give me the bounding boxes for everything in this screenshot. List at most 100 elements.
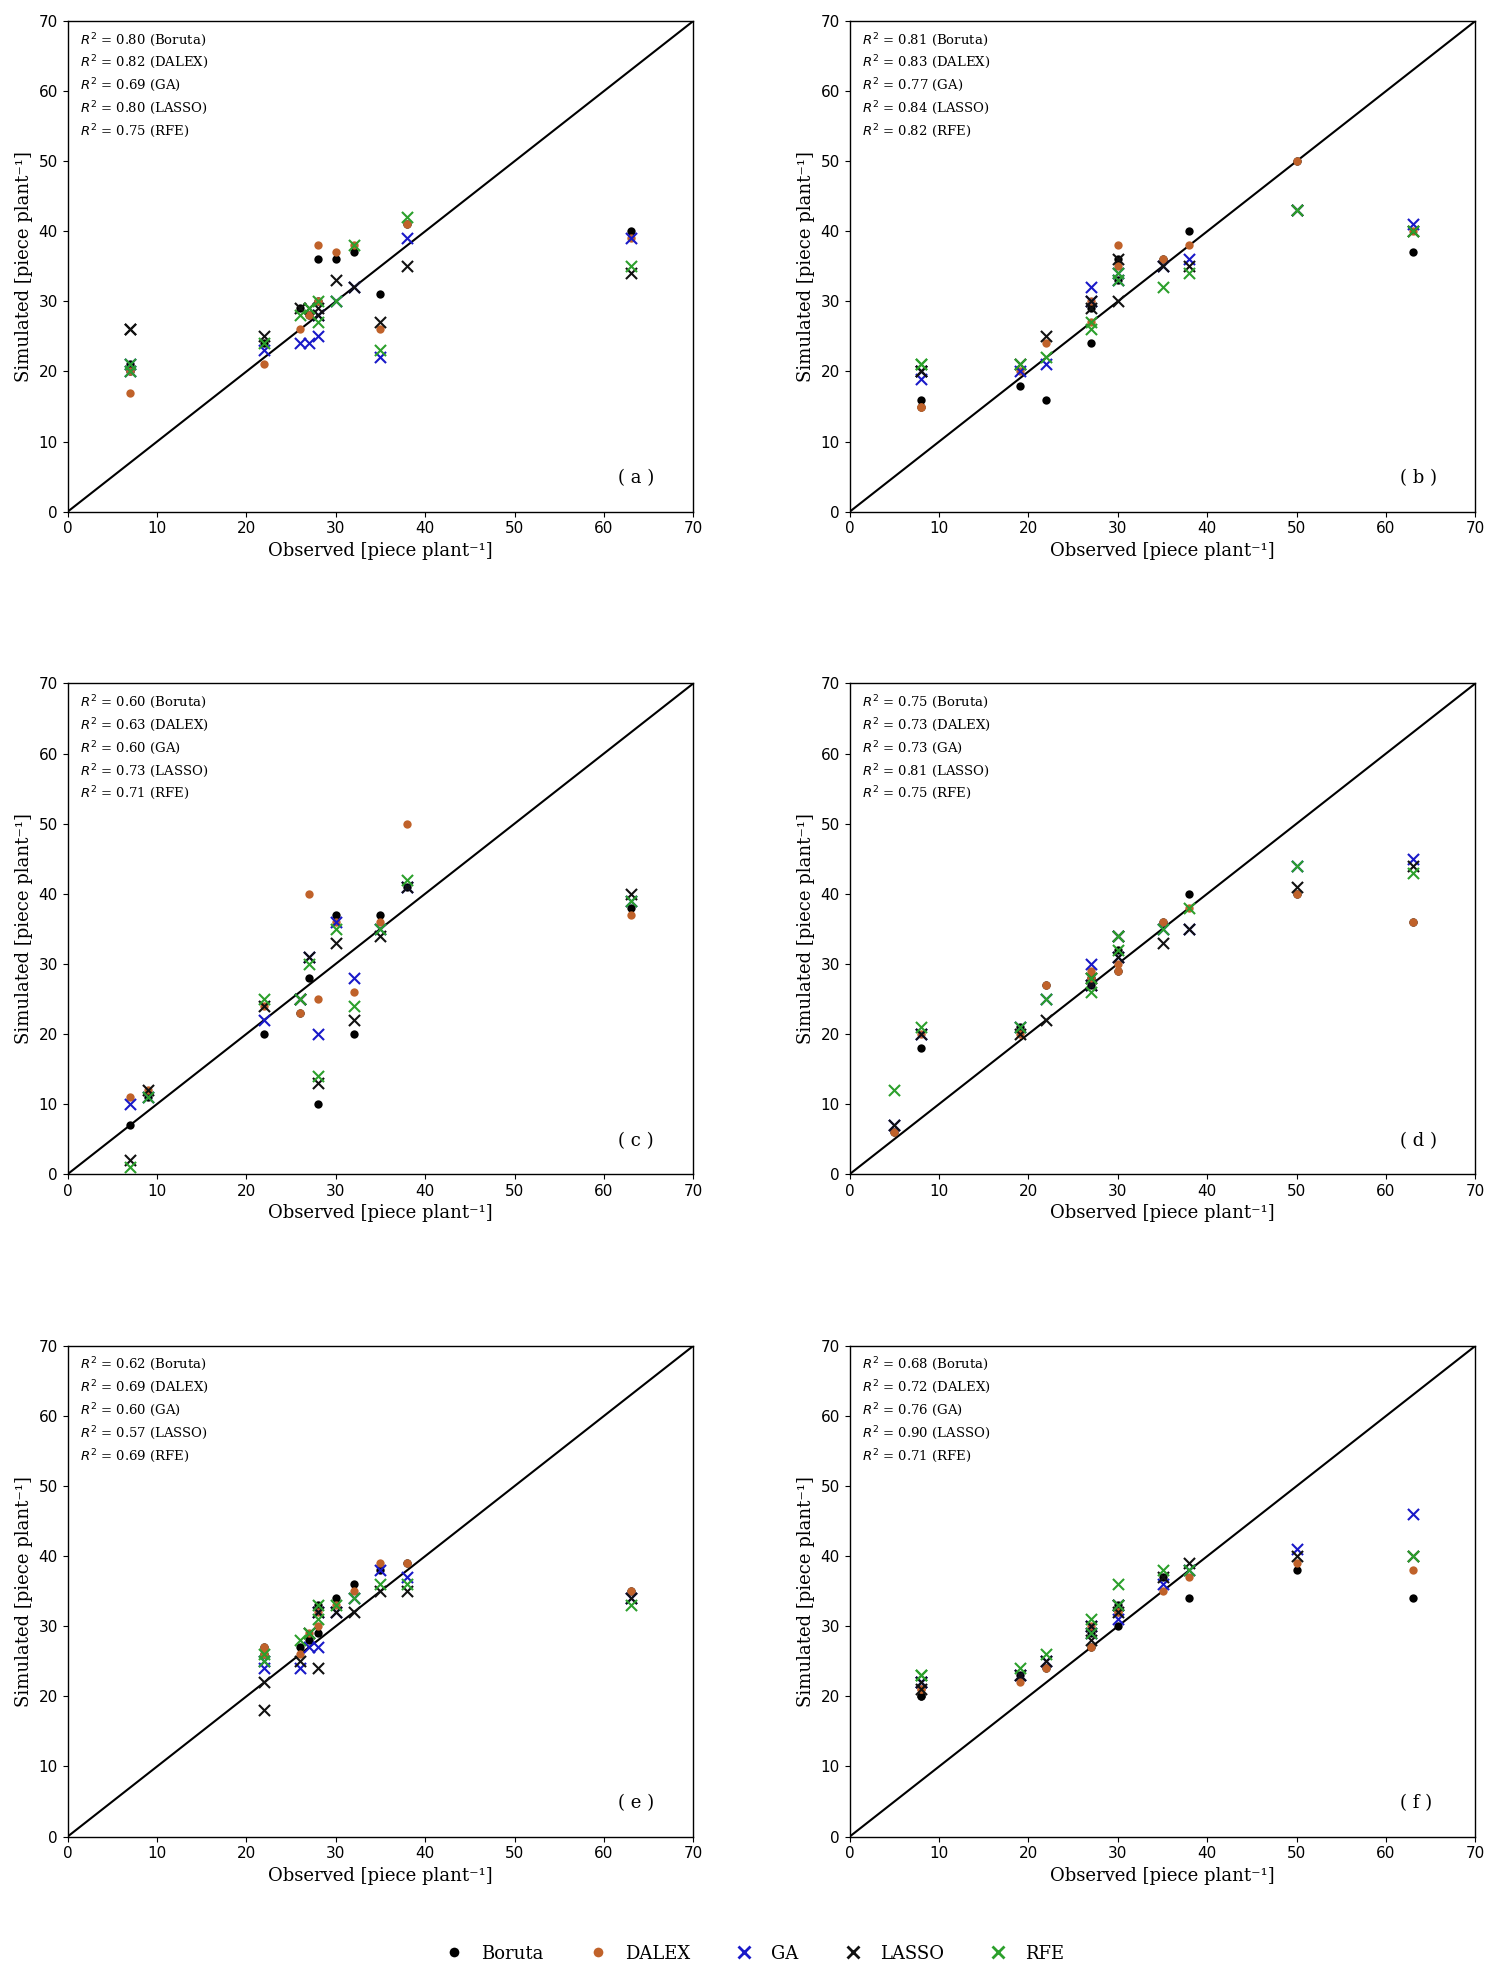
- Point: [1008, 1652, 1032, 1684]
- Point: [1106, 265, 1130, 297]
- Point: [118, 1144, 142, 1176]
- X-axis label: Observed [piece plant⁻¹]: Observed [piece plant⁻¹]: [1050, 1205, 1275, 1223]
- Point: [1284, 144, 1308, 176]
- Point: [306, 984, 330, 1015]
- Point: [909, 1666, 933, 1698]
- Point: [1401, 216, 1425, 247]
- Point: [369, 279, 393, 311]
- Point: [1284, 879, 1308, 910]
- Point: [1008, 348, 1032, 380]
- Point: [909, 390, 933, 422]
- Point: [324, 1589, 348, 1621]
- Point: [1106, 243, 1130, 275]
- Text: ( b ): ( b ): [1401, 469, 1437, 487]
- Point: [1078, 962, 1102, 993]
- Point: [1078, 307, 1102, 338]
- Point: [324, 285, 348, 317]
- Point: [1035, 384, 1059, 416]
- Point: [252, 329, 276, 360]
- Point: [1284, 1540, 1308, 1571]
- Point: [396, 202, 420, 234]
- Point: [297, 1631, 321, 1662]
- Point: [396, 1548, 420, 1579]
- Point: [909, 348, 933, 380]
- Point: [324, 1589, 348, 1621]
- Point: [136, 1081, 160, 1112]
- Point: [1150, 251, 1174, 283]
- Point: [882, 1075, 906, 1106]
- Point: [306, 1597, 330, 1629]
- Point: [252, 1639, 276, 1670]
- Point: [909, 390, 933, 422]
- Y-axis label: Simulated [piece plant⁻¹]: Simulated [piece plant⁻¹]: [15, 150, 33, 382]
- Point: [252, 329, 276, 360]
- Point: [342, 1569, 366, 1601]
- Point: [618, 1575, 642, 1607]
- Point: [618, 222, 642, 253]
- Point: [288, 997, 312, 1029]
- Point: [1106, 285, 1130, 317]
- Point: [1401, 208, 1425, 239]
- Point: [118, 376, 142, 408]
- Point: [1401, 1540, 1425, 1571]
- Point: [1078, 313, 1102, 344]
- Point: [1150, 1561, 1174, 1593]
- Point: [118, 356, 142, 388]
- Point: [396, 807, 420, 839]
- Point: [252, 990, 276, 1021]
- Point: [1106, 257, 1130, 289]
- Point: [118, 348, 142, 380]
- Point: [118, 356, 142, 388]
- Point: [288, 997, 312, 1029]
- Point: [1401, 1583, 1425, 1615]
- Point: [882, 1116, 906, 1148]
- Point: [909, 1666, 933, 1698]
- Point: [909, 1011, 933, 1043]
- Point: [288, 313, 312, 344]
- Point: [1178, 1554, 1202, 1585]
- Text: ( a ): ( a ): [618, 469, 654, 487]
- Point: [1078, 1611, 1102, 1643]
- Point: [1078, 329, 1102, 360]
- Point: [118, 356, 142, 388]
- Point: [1078, 970, 1102, 1001]
- Point: [1401, 237, 1425, 269]
- Point: [1008, 348, 1032, 380]
- Point: [1106, 1589, 1130, 1621]
- Point: [1178, 879, 1202, 910]
- Point: [306, 285, 330, 317]
- Y-axis label: Simulated [piece plant⁻¹]: Simulated [piece plant⁻¹]: [15, 813, 33, 1045]
- Point: [1078, 293, 1102, 325]
- Point: [1401, 1554, 1425, 1585]
- Point: [882, 1108, 906, 1140]
- Point: [306, 293, 330, 325]
- Point: [342, 271, 366, 303]
- Point: [1150, 906, 1174, 938]
- Point: [1035, 970, 1059, 1001]
- Point: [136, 1081, 160, 1112]
- Point: [1078, 293, 1102, 325]
- Point: [1078, 1611, 1102, 1643]
- Point: [324, 1597, 348, 1629]
- Point: [1150, 1554, 1174, 1585]
- Point: [1106, 1611, 1130, 1643]
- Point: [324, 926, 348, 958]
- Point: [288, 1625, 312, 1656]
- Point: [1401, 1540, 1425, 1571]
- Point: [1106, 1589, 1130, 1621]
- Point: [909, 1660, 933, 1692]
- Point: [1178, 1583, 1202, 1615]
- Point: [1284, 194, 1308, 226]
- Text: $R^2$ = 0.68 (Boruta)
$R^2$ = 0.72 (DALEX)
$R^2$ = 0.76 (GA)
$R^2$ = 0.90 (LASSO: $R^2$ = 0.68 (Boruta) $R^2$ = 0.72 (DALE…: [862, 1356, 992, 1464]
- Point: [882, 1108, 906, 1140]
- Point: [1401, 906, 1425, 938]
- Point: [396, 208, 420, 239]
- Point: [909, 356, 933, 388]
- Point: [618, 1583, 642, 1615]
- Point: [136, 1081, 160, 1112]
- Point: [1106, 243, 1130, 275]
- Point: [252, 1694, 276, 1726]
- Point: [1078, 1617, 1102, 1649]
- Point: [342, 230, 366, 261]
- Point: [306, 243, 330, 275]
